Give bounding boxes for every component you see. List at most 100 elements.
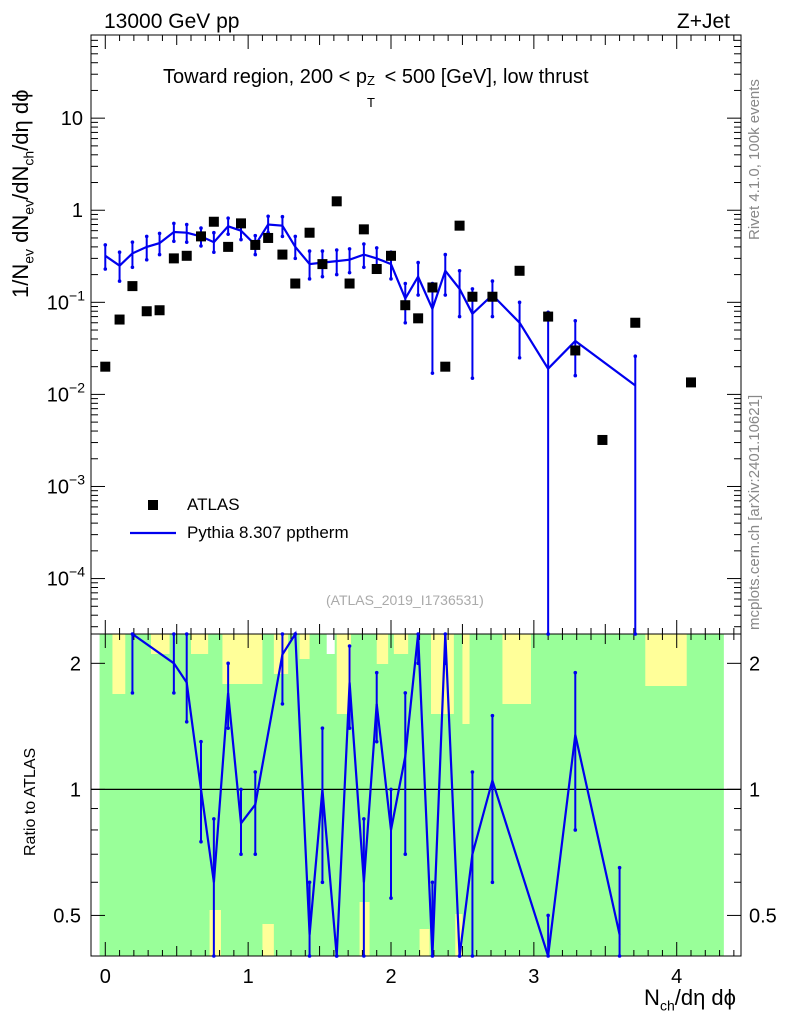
mc-error-cap: [490, 314, 495, 319]
x-tick-label: 1: [243, 966, 254, 988]
mc-error-cap: [280, 234, 285, 239]
data-point: [570, 345, 581, 356]
ratio-error-cap: [307, 954, 312, 958]
mc-error-cap: [362, 265, 366, 270]
mc-error-cap: [226, 232, 230, 236]
mc-error-cap: [212, 230, 216, 235]
ratio-error-cap: [490, 880, 495, 885]
mc-error-cap: [633, 632, 638, 636]
x-tick-label: 4: [671, 966, 682, 988]
x-tick-label: 0: [100, 966, 111, 988]
data-point: [467, 291, 478, 302]
ratio-error-cap: [253, 852, 258, 857]
mc-error-cap: [517, 300, 522, 305]
ratio-error-cap: [617, 954, 622, 958]
ratio-y-tick-label: 2: [70, 653, 81, 675]
data-point: [290, 278, 301, 289]
legend: [130, 500, 176, 535]
mc-error-cap: [307, 249, 312, 253]
ratio-error-cap: [130, 691, 135, 695]
mc-error-cap: [293, 256, 298, 261]
mc-error-cap: [199, 244, 203, 248]
data-point: [223, 241, 234, 252]
ratio-error-cap: [184, 720, 189, 724]
data-point: [543, 311, 554, 322]
ratio-error-cap: [416, 661, 420, 666]
data-point: [236, 218, 246, 229]
ratio-error-cap: [403, 691, 408, 695]
data-point: [630, 317, 641, 328]
mc-error-cap: [199, 226, 203, 230]
ratio-error-cap: [374, 670, 379, 675]
ratio-error-cap: [617, 865, 622, 870]
data-point: [208, 216, 219, 227]
mc-error-cap: [403, 320, 408, 325]
legend-mc-label: Pythia 8.307 pptherm: [187, 523, 349, 542]
mc-error-cap: [103, 267, 108, 271]
mc-error-cap: [172, 221, 176, 226]
ratio-error-cap: [184, 632, 189, 636]
ratio-error-cap: [546, 954, 550, 958]
ratio-error-cap: [403, 852, 408, 857]
mc-error-cap: [320, 274, 325, 279]
ratio-error-cap: [546, 913, 550, 918]
data-point: [413, 313, 424, 324]
data-point: [331, 196, 342, 207]
main-frame-box: [90, 34, 742, 635]
ratio-error-cap: [362, 954, 366, 958]
mc-error-cap: [212, 250, 216, 255]
mc-error-cap: [362, 242, 366, 246]
mc-error-cap: [430, 371, 435, 375]
ratio-y-tick-label-right: 1: [749, 779, 760, 801]
ratio-error-cap: [320, 880, 325, 885]
mc-error-cap: [416, 260, 420, 265]
mc-error-cap: [157, 231, 162, 236]
mc-error-cap: [253, 233, 258, 238]
data-series: [100, 196, 696, 445]
ratio-error-cap: [226, 661, 230, 666]
main-y-axis-label: 1/Nev dNev/dNch/dη dϕ: [8, 89, 37, 298]
ratio-error-cap: [280, 632, 285, 636]
main-y-tick-label: 10−1: [47, 287, 85, 314]
mc-error-cap: [130, 240, 135, 244]
mc-error-cap: [403, 281, 408, 286]
mc-error-cap: [334, 248, 339, 252]
mc-error-cap: [573, 318, 578, 323]
plot-title-part2: < 500 [GeV], low thrust: [379, 66, 589, 88]
ratio-band-yellow-10: [462, 634, 470, 724]
data-point: [304, 227, 315, 238]
main-y-tick-label: 10−4: [47, 564, 85, 591]
mc-error-cap: [253, 252, 258, 257]
data-point: [168, 253, 179, 264]
mc-series: [103, 214, 638, 636]
main-y-tick-label: 1: [72, 200, 83, 222]
ratio-error-cap: [389, 787, 393, 792]
mc-error-cap: [144, 234, 149, 239]
data-point: [440, 361, 451, 372]
ratio-uncertainty-bands: [99, 634, 724, 956]
main-y-tick-label: 10−2: [47, 379, 85, 406]
ratio-error-cap: [430, 954, 435, 958]
data-point: [196, 231, 206, 242]
ratio-error-cap: [443, 661, 448, 666]
data-point: [114, 314, 125, 325]
mc-error-cap: [280, 214, 285, 219]
ratio-error-cap: [280, 702, 285, 706]
data-point: [427, 282, 438, 293]
ratio-band-yellow-13: [209, 910, 221, 956]
ratio-frame-box: [90, 633, 742, 957]
main-y-tick-label: 10−3: [47, 471, 85, 498]
data-point: [358, 224, 369, 235]
legend-data-label: ATLAS: [187, 495, 240, 514]
ratio-band-yellow-5: [299, 634, 310, 659]
analysis-id: (ATLAS_2019_I1736531): [326, 592, 484, 608]
ratio-error-cap: [430, 880, 435, 885]
data-point: [181, 250, 192, 261]
mc-error-cap: [226, 216, 230, 220]
ratio-band-yellow-2: [191, 634, 209, 654]
plot-title-part1: Toward region, 200 < p: [163, 66, 368, 88]
mc-error-cap: [117, 250, 122, 255]
data-point: [686, 377, 696, 388]
